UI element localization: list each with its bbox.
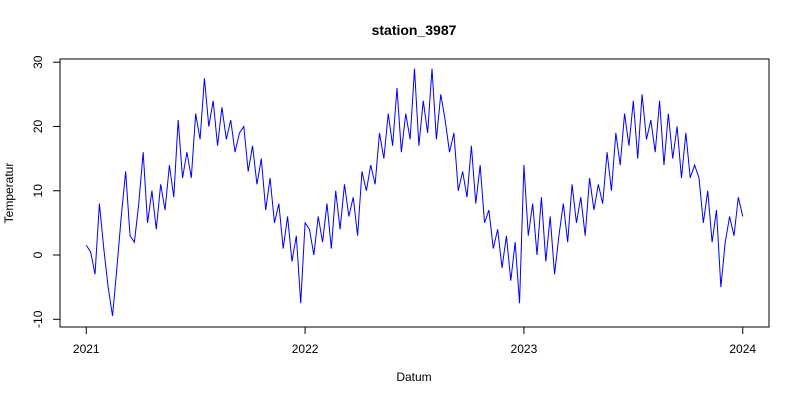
y-tick-label: 30 [31,55,45,69]
y-axis-label: Temperatur [2,163,16,224]
y-tick-label: -10 [31,310,45,328]
y-tick-label: 0 [31,251,45,258]
x-axis-label: Datum [396,370,431,384]
x-tick-label: 2022 [292,342,319,356]
y-tick-label: 10 [31,184,45,198]
chart-title: station_3987 [372,22,457,38]
x-tick-label: 2023 [511,342,538,356]
x-tick-label: 2024 [729,342,756,356]
data-line [85,68,744,317]
y-tick-label: 20 [31,119,45,133]
x-tick-label: 2021 [73,342,100,356]
